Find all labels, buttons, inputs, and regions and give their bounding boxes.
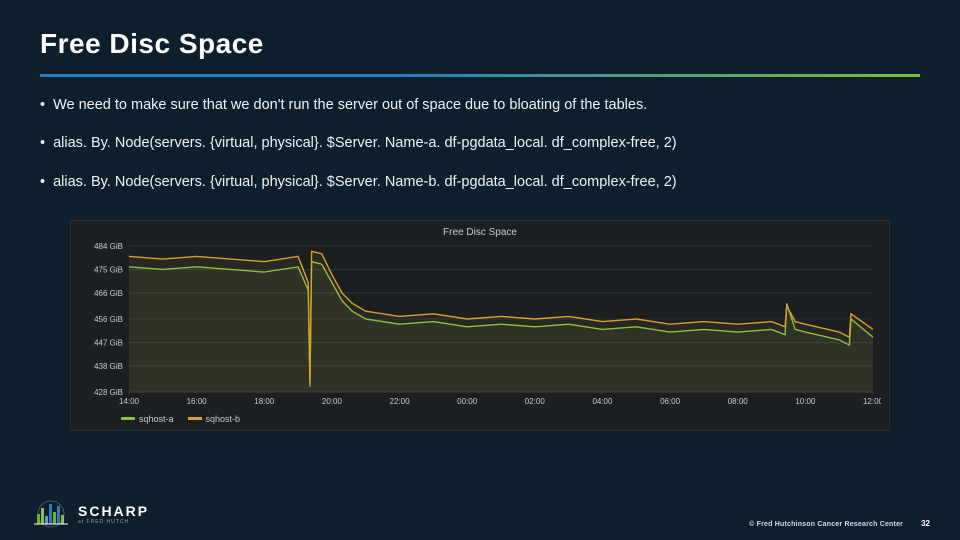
bullet-item: • alias. By. Node(servers. {virtual, phy…	[40, 172, 920, 192]
legend-item: sqhost-b	[188, 414, 241, 424]
svg-text:18:00: 18:00	[254, 397, 275, 406]
legend-label: sqhost-a	[139, 414, 174, 424]
chart-card: Free Disc Space 428 GiB 438 GiB 447 GiB 456…	[70, 220, 890, 431]
svg-text:04:00: 04:00	[592, 397, 613, 406]
legend-label: sqhost-b	[206, 414, 241, 424]
bullet-item: • alias. By. Node(servers. {virtual, phy…	[40, 133, 920, 153]
logo-subtext: at FRED HUTCH	[78, 520, 149, 525]
legend-swatch	[121, 417, 135, 420]
svg-text:12:00: 12:00	[863, 397, 881, 406]
svg-text:06:00: 06:00	[660, 397, 681, 406]
bullet-text: alias. By. Node(servers. {virtual, physi…	[53, 133, 677, 153]
svg-text:00:00: 00:00	[457, 397, 478, 406]
chart-legend: sqhost-a sqhost-b	[81, 410, 879, 426]
svg-text:428 GiB: 428 GiB	[94, 388, 123, 397]
bullet-dot: •	[40, 95, 45, 115]
svg-text:16:00: 16:00	[187, 397, 208, 406]
svg-text:475 GiB: 475 GiB	[94, 265, 123, 274]
line-chart: 428 GiB 438 GiB 447 GiB 456 GiB 466 GiB 475 G…	[81, 240, 881, 410]
svg-text:447 GiB: 447 GiB	[94, 338, 123, 347]
bullet-text: alias. By. Node(servers. {virtual, physi…	[53, 172, 677, 192]
svg-text:438 GiB: 438 GiB	[94, 362, 123, 371]
svg-text:20:00: 20:00	[322, 397, 343, 406]
svg-text:456 GiB: 456 GiB	[94, 315, 123, 324]
svg-text:08:00: 08:00	[728, 397, 749, 406]
page-number: 32	[921, 519, 930, 528]
legend-swatch	[188, 417, 202, 420]
chart-title: Free Disc Space	[81, 227, 879, 238]
bullet-text: We need to make sure that we don't run t…	[53, 95, 647, 115]
logo-text: SCHARP	[78, 504, 149, 518]
svg-text:484 GiB: 484 GiB	[94, 242, 123, 251]
svg-text:14:00: 14:00	[119, 397, 140, 406]
logo: SCHARP at FRED HUTCH	[30, 500, 149, 528]
svg-text:466 GiB: 466 GiB	[94, 289, 123, 298]
logo-mark-icon	[30, 500, 72, 528]
svg-text:02:00: 02:00	[525, 397, 546, 406]
svg-text:22:00: 22:00	[390, 397, 411, 406]
page-title: Free Disc Space	[40, 28, 920, 60]
bullet-item: • We need to make sure that we don't run…	[40, 95, 920, 115]
bullet-dot: •	[40, 172, 45, 192]
copyright: © Fred Hutchinson Cancer Research Center	[749, 521, 903, 528]
bullet-list: • We need to make sure that we don't run…	[40, 95, 920, 192]
svg-text:10:00: 10:00	[795, 397, 816, 406]
bullet-dot: •	[40, 133, 45, 153]
legend-item: sqhost-a	[121, 414, 174, 424]
title-rule	[40, 74, 920, 77]
